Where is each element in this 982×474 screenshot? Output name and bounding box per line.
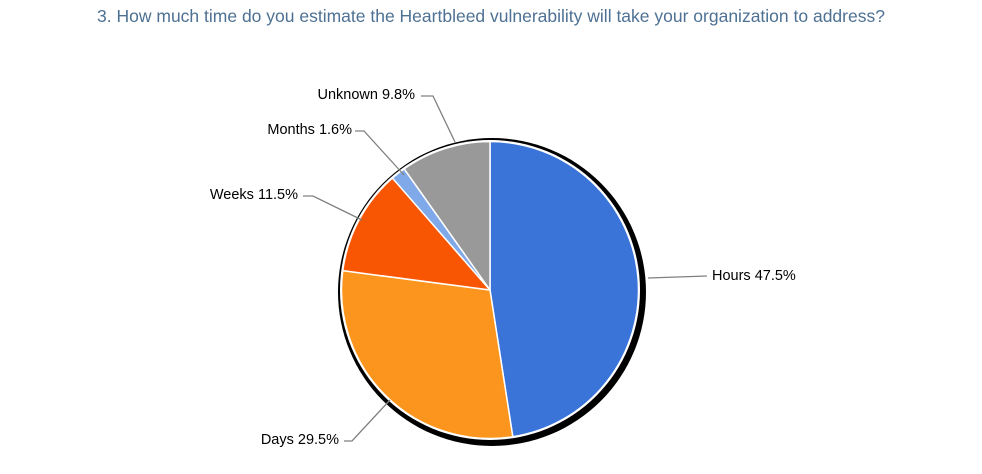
slice-label-unknown: Unknown 9.8% xyxy=(317,87,415,103)
pie-slice-unknown xyxy=(403,140,491,291)
slice-label-weeks: Weeks 11.5% xyxy=(209,187,298,203)
slice-label-days: Days 29.5% xyxy=(260,432,339,448)
pie-slice-hours xyxy=(489,140,640,438)
pie-slice-days xyxy=(340,269,514,440)
leader-line-hours xyxy=(647,275,708,279)
leader-lines xyxy=(303,95,708,442)
chart-title: 3. How much time do you estimate the Hea… xyxy=(97,6,885,26)
slice-label-hours: Hours 47.5% xyxy=(712,268,796,284)
slice-label-months: Months 1.6% xyxy=(267,122,352,138)
leader-line-unknown xyxy=(421,95,456,143)
leader-line-days xyxy=(344,399,391,442)
pie-slices xyxy=(340,140,640,440)
leader-line-weeks xyxy=(303,195,363,221)
pie-slice-weeks xyxy=(342,177,491,291)
leader-line-months xyxy=(355,130,405,176)
